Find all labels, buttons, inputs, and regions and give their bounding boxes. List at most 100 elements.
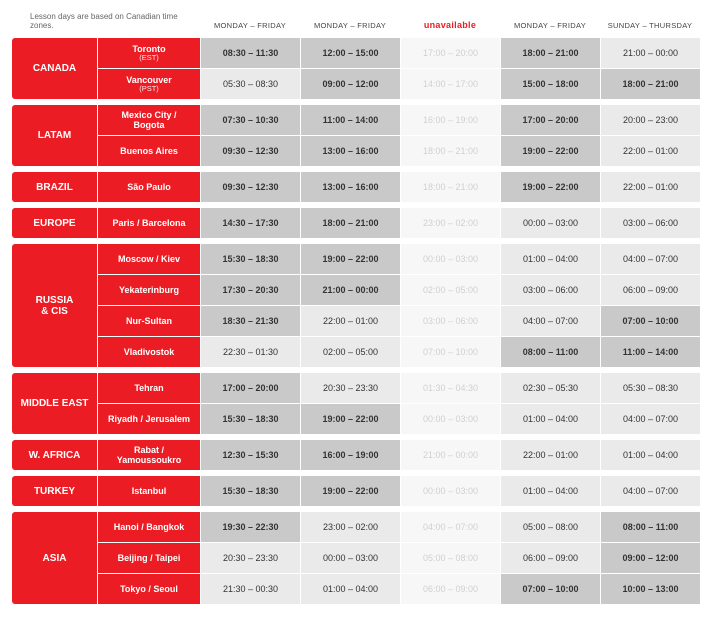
time-cell: 22:00 – 01:00: [500, 440, 600, 470]
time-cell: 07:30 – 10:30: [200, 105, 300, 135]
region-label: LATAM: [12, 105, 97, 166]
city-row: Paris / Barcelona14:30 – 17:3018:00 – 21…: [97, 208, 716, 238]
time-cell: 20:30 – 23:30: [300, 373, 400, 403]
time-cell: 00:00 – 03:00: [400, 476, 500, 506]
header-col-3: MONDAY – FRIDAY: [500, 21, 600, 30]
city-label: Nur-Sultan: [97, 306, 200, 336]
time-cell: 20:00 – 23:00: [600, 105, 700, 135]
time-cell: 23:00 – 02:00: [400, 208, 500, 238]
region-label: W. AFRICA: [12, 440, 97, 470]
time-cell: 22:00 – 01:00: [300, 306, 400, 336]
city-label: Hanoi / Bangkok: [97, 512, 200, 542]
time-cell: 01:30 – 04:30: [400, 373, 500, 403]
header-col-0: MONDAY – FRIDAY: [200, 21, 300, 30]
city-row: Nur-Sultan18:30 – 21:3022:00 – 01:0003:0…: [97, 306, 716, 336]
city-label: São Paulo: [97, 172, 200, 202]
region-group: ASIAHanoi / Bangkok19:30 – 22:3023:00 – …: [12, 512, 716, 604]
time-cell: 23:00 – 02:00: [300, 512, 400, 542]
time-cell: 05:30 – 08:30: [200, 69, 300, 99]
time-cell: 08:30 – 11:30: [200, 38, 300, 68]
time-cell: 06:00 – 09:00: [600, 275, 700, 305]
city-label: Vancouver(PST): [97, 69, 200, 99]
time-cell: 06:00 – 09:00: [500, 543, 600, 573]
time-cell: 15:30 – 18:30: [200, 244, 300, 274]
region-group: W. AFRICARabat /Yamoussoukro12:30 – 15:3…: [12, 440, 716, 470]
city-label: Toronto(EST): [97, 38, 200, 68]
header-col-4: SUNDAY – THURSDAY: [600, 21, 700, 30]
time-cell: 22:30 – 01:30: [200, 337, 300, 367]
time-cell: 00:00 – 03:00: [400, 244, 500, 274]
region-label: CANADA: [12, 38, 97, 99]
city-row: Tokyo / Seoul21:30 – 00:3001:00 – 04:000…: [97, 574, 716, 604]
city-row: Buenos Aires09:30 – 12:3013:00 – 16:0018…: [97, 136, 716, 166]
time-cell: 17:30 – 20:30: [200, 275, 300, 305]
region-group: LATAMMexico City /Bogota07:30 – 10:3011:…: [12, 105, 716, 166]
time-cell: 09:30 – 12:30: [200, 136, 300, 166]
city-label: Vladivostok: [97, 337, 200, 367]
city-label: Moscow / Kiev: [97, 244, 200, 274]
time-cell: 08:00 – 11:00: [500, 337, 600, 367]
time-cell: 17:00 – 20:00: [500, 105, 600, 135]
time-cell: 22:00 – 01:00: [600, 172, 700, 202]
city-row: São Paulo09:30 – 12:3013:00 – 16:0018:00…: [97, 172, 716, 202]
city-label: Yekaterinburg: [97, 275, 200, 305]
time-cell: 04:00 – 07:00: [500, 306, 600, 336]
time-cell: 05:00 – 08:00: [500, 512, 600, 542]
time-cell: 10:00 – 13:00: [600, 574, 700, 604]
time-cell: 19:00 – 22:00: [500, 172, 600, 202]
time-cell: 18:00 – 21:00: [400, 136, 500, 166]
city-row: Istanbul15:30 – 18:3019:00 – 22:0000:00 …: [97, 476, 716, 506]
city-row: Beijing / Taipei20:30 – 23:3000:00 – 03:…: [97, 543, 716, 573]
time-cell: 03:00 – 06:00: [600, 208, 700, 238]
region-group: TURKEYIstanbul15:30 – 18:3019:00 – 22:00…: [12, 476, 716, 506]
time-cell: 21:30 – 00:30: [200, 574, 300, 604]
time-cell: 15:30 – 18:30: [200, 404, 300, 434]
time-cell: 22:00 – 01:00: [600, 136, 700, 166]
region-group: BRAZILSão Paulo09:30 – 12:3013:00 – 16:0…: [12, 172, 716, 202]
city-row: Tehran17:00 – 20:0020:30 – 23:3001:30 – …: [97, 373, 716, 403]
time-cell: 16:00 – 19:00: [400, 105, 500, 135]
time-cell: 01:00 – 04:00: [600, 440, 700, 470]
schedule-table: CANADAToronto(EST)08:30 – 11:3012:00 – 1…: [12, 38, 716, 604]
time-cell: 19:30 – 22:30: [200, 512, 300, 542]
region-label: TURKEY: [12, 476, 97, 506]
time-cell: 08:00 – 11:00: [600, 512, 700, 542]
time-cell: 12:00 – 15:00: [300, 38, 400, 68]
city-label: Rabat /Yamoussoukro: [97, 440, 200, 470]
region-group: MIDDLE EASTTehran17:00 – 20:0020:30 – 23…: [12, 373, 716, 434]
time-cell: 19:00 – 22:00: [300, 476, 400, 506]
time-cell: 21:00 – 00:00: [600, 38, 700, 68]
time-cell: 07:00 – 10:00: [500, 574, 600, 604]
time-cell: 01:00 – 04:00: [500, 404, 600, 434]
time-cell: 06:00 – 09:00: [400, 574, 500, 604]
region-group: RUSSIA& CISMoscow / Kiev15:30 – 18:3019:…: [12, 244, 716, 367]
region-label: ASIA: [12, 512, 97, 604]
time-cell: 03:00 – 06:00: [500, 275, 600, 305]
time-cell: 04:00 – 07:00: [600, 404, 700, 434]
time-cell: 19:00 – 22:00: [300, 404, 400, 434]
region-group: EUROPEParis / Barcelona14:30 – 17:3018:0…: [12, 208, 716, 238]
city-row: Toronto(EST)08:30 – 11:3012:00 – 15:0017…: [97, 38, 716, 68]
city-row: Mexico City /Bogota07:30 – 10:3011:00 – …: [97, 105, 716, 135]
time-cell: 03:00 – 06:00: [400, 306, 500, 336]
time-cell: 17:00 – 20:00: [400, 38, 500, 68]
time-cell: 07:00 – 10:00: [600, 306, 700, 336]
time-cell: 11:00 – 14:00: [300, 105, 400, 135]
city-label: Istanbul: [97, 476, 200, 506]
region-label: RUSSIA& CIS: [12, 244, 97, 367]
city-row: Yekaterinburg17:30 – 20:3021:00 – 00:000…: [97, 275, 716, 305]
time-cell: 00:00 – 03:00: [300, 543, 400, 573]
time-cell: 13:00 – 16:00: [300, 172, 400, 202]
time-cell: 14:00 – 17:00: [400, 69, 500, 99]
city-label: Tehran: [97, 373, 200, 403]
time-cell: 01:00 – 04:00: [300, 574, 400, 604]
time-cell: 00:00 – 03:00: [400, 404, 500, 434]
time-cell: 11:00 – 14:00: [600, 337, 700, 367]
time-cell: 12:30 – 15:30: [200, 440, 300, 470]
time-cell: 17:00 – 20:00: [200, 373, 300, 403]
city-label: Riyadh / Jerusalem: [97, 404, 200, 434]
time-cell: 04:00 – 07:00: [600, 244, 700, 274]
city-row: Vladivostok22:30 – 01:3002:00 – 05:0007:…: [97, 337, 716, 367]
time-cell: 00:00 – 03:00: [500, 208, 600, 238]
time-cell: 01:00 – 04:00: [500, 244, 600, 274]
